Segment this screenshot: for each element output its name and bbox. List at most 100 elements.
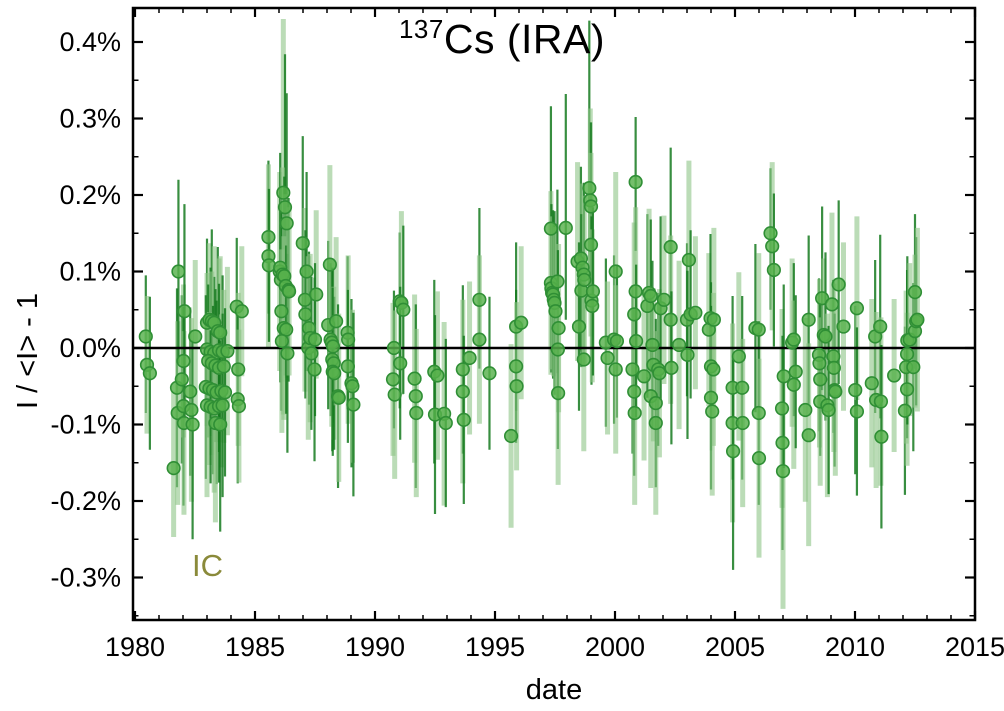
- data-point: [274, 334, 289, 349]
- data-point: [345, 379, 360, 394]
- data-point: [582, 181, 597, 196]
- data-point: [299, 264, 314, 279]
- data-point: [725, 444, 741, 459]
- data-point: [548, 304, 563, 319]
- data-point: [430, 368, 445, 383]
- data-point: [393, 356, 408, 371]
- data-point: [472, 292, 487, 307]
- data-point: [775, 464, 791, 479]
- data-point: [142, 366, 157, 381]
- data-point: [873, 394, 889, 409]
- data-point: [788, 364, 803, 379]
- data-point: [664, 360, 679, 375]
- data-point: [703, 390, 719, 405]
- data-point: [643, 288, 658, 304]
- data-point: [706, 312, 721, 327]
- data-point: [813, 372, 828, 387]
- data-point: [550, 274, 565, 289]
- data-point: [812, 356, 827, 371]
- data-point: [775, 435, 790, 450]
- data-point: [407, 371, 422, 386]
- data-point: [298, 307, 313, 322]
- data-point: [798, 402, 813, 418]
- data-point: [600, 350, 615, 366]
- data-point: [887, 368, 902, 383]
- data-point: [663, 312, 678, 327]
- data-point: [625, 362, 640, 377]
- data-point: [577, 272, 592, 288]
- data-point: [671, 337, 687, 353]
- data-point: [177, 304, 192, 319]
- data-point: [751, 451, 767, 466]
- data-point: [663, 239, 678, 255]
- data-point: [828, 384, 843, 399]
- data-point: [627, 307, 642, 322]
- data-point: [831, 277, 846, 292]
- data-point: [705, 404, 720, 419]
- data-point: [836, 319, 851, 334]
- data-point: [455, 384, 470, 399]
- data-point: [786, 332, 801, 347]
- data-point: [543, 221, 559, 236]
- data-point: [280, 346, 295, 361]
- data-point: [681, 252, 697, 268]
- data-point: [482, 366, 497, 381]
- data-point: [645, 337, 660, 353]
- data-point: [438, 415, 453, 431]
- data-point: [456, 412, 471, 428]
- data-point: [171, 264, 186, 279]
- y-tick-label: -0.2%: [50, 486, 121, 516]
- x-tick-label: 2000: [585, 632, 645, 662]
- data-point: [509, 359, 524, 374]
- data-point: [281, 284, 297, 299]
- data-point: [408, 389, 423, 404]
- data-point: [576, 352, 591, 367]
- data-point: [329, 314, 344, 329]
- data-point: [216, 359, 231, 374]
- y-tick-label: -0.3%: [50, 563, 121, 593]
- data-point: [341, 332, 356, 347]
- data-point: [735, 415, 750, 431]
- data-point: [231, 362, 246, 377]
- data-point: [295, 236, 310, 251]
- data-point: [585, 298, 600, 314]
- data-point: [138, 329, 153, 344]
- data-point: [826, 360, 841, 375]
- y-tick-label: 0.4%: [59, 27, 121, 57]
- data-point: [274, 304, 289, 319]
- data-point: [801, 428, 816, 443]
- data-point: [297, 292, 313, 307]
- x-tick-label: 2005: [705, 632, 765, 662]
- x-tick-label: 2010: [825, 632, 885, 662]
- data-point: [309, 287, 324, 302]
- data-point: [276, 185, 291, 200]
- data-point: [571, 319, 587, 334]
- data-point: [234, 304, 249, 319]
- data-point: [322, 257, 337, 272]
- data-point: [386, 340, 402, 356]
- data-point: [277, 200, 293, 215]
- data-point: [849, 301, 865, 316]
- y-tick-label: -0.1%: [50, 410, 121, 440]
- data-point: [331, 390, 346, 405]
- data-point: [387, 387, 402, 402]
- data-point: [766, 262, 781, 278]
- data-point: [307, 362, 322, 377]
- y-tick-label: 0.1%: [59, 257, 121, 287]
- data-point: [864, 376, 879, 391]
- x-tick-label: 1990: [345, 632, 405, 662]
- data-point: [848, 382, 863, 398]
- data-point: [774, 401, 790, 416]
- data-point: [608, 362, 623, 377]
- data-point: [166, 461, 181, 476]
- data-point: [184, 402, 199, 418]
- data-point: [462, 350, 477, 366]
- data-point: [551, 386, 566, 401]
- data-point: [849, 404, 865, 419]
- data-point: [818, 329, 833, 344]
- y-tick-label: 0.2%: [59, 180, 121, 210]
- x-tick-label: 1980: [105, 632, 165, 662]
- data-point: [217, 385, 233, 400]
- data-point: [706, 362, 721, 377]
- data-point: [215, 398, 230, 413]
